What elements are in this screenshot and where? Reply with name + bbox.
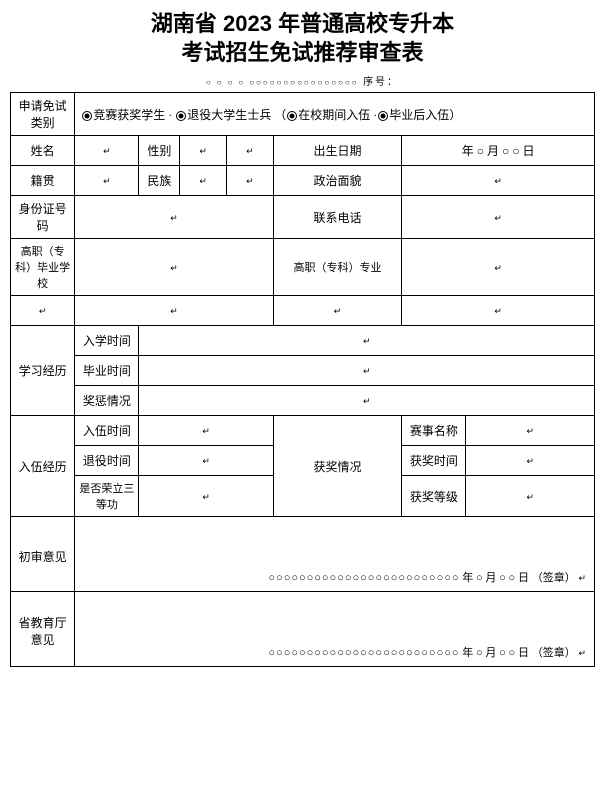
label-gender: 性别 bbox=[139, 136, 180, 166]
label-native: 籍贯 bbox=[11, 166, 75, 196]
opt-contest: 竞赛获奖学生 bbox=[93, 108, 165, 122]
label-firstreview: 初审意见 bbox=[11, 517, 75, 592]
val-school[interactable]: ↵ bbox=[75, 239, 274, 296]
val-native[interactable]: ↵ bbox=[75, 166, 139, 196]
label-grad: 毕业时间 bbox=[75, 356, 139, 386]
radio-contest-icon[interactable] bbox=[82, 111, 92, 121]
label-politics: 政治面貌 bbox=[273, 166, 401, 196]
val-firstreview[interactable]: ○○○○○○○○○○○○○○○○○○○○○○○○○ 年 ○ 月 ○ ○ 日 （签… bbox=[75, 517, 595, 592]
label-army: 入伍经历 bbox=[11, 416, 75, 517]
title-line2: 考试招生免试推荐审查表 bbox=[10, 39, 595, 68]
label-retire: 退役时间 bbox=[75, 446, 139, 476]
val-awardtime[interactable]: ↵ bbox=[466, 446, 595, 476]
form-title: 湖南省 2023 年普通高校专升本 考试招生免试推荐审查表 bbox=[10, 10, 595, 67]
val-major[interactable]: ↵ bbox=[402, 239, 595, 296]
label-contest: 赛事名称 bbox=[402, 416, 466, 446]
label-awardinfo: 获奖情况 bbox=[273, 416, 401, 517]
label-dob: 出生日期 bbox=[273, 136, 401, 166]
blank-b: ↵ bbox=[227, 166, 274, 196]
blank-c3: ↵ bbox=[273, 296, 401, 326]
label-school: 高职（专科）毕业学校 bbox=[11, 239, 75, 296]
label-major: 高职（专科）专业 bbox=[273, 239, 401, 296]
blank-c2: ↵ bbox=[75, 296, 274, 326]
serial-line: ○ ○ ○ ○ ○○○○○○○○○○○○○○○○ 序号： bbox=[10, 73, 595, 88]
val-enlist[interactable]: ↵ bbox=[139, 416, 273, 446]
val-province[interactable]: ○○○○○○○○○○○○○○○○○○○○○○○○○ 年 ○ 月 ○ ○ 日 （签… bbox=[75, 592, 595, 667]
serial-label: 序号： bbox=[363, 77, 399, 88]
label-idno: 身份证号码 bbox=[11, 196, 75, 239]
label-awardlevel: 获奖等级 bbox=[402, 476, 466, 517]
val-awardpunish[interactable]: ↵ bbox=[139, 386, 595, 416]
val-enroll[interactable]: ↵ bbox=[139, 326, 595, 356]
blank-c1: ↵ bbox=[11, 296, 75, 326]
val-merit[interactable]: ↵ bbox=[139, 476, 273, 517]
label-awardtime: 获奖时间 bbox=[402, 446, 466, 476]
val-ethnic[interactable]: ↵ bbox=[180, 166, 227, 196]
val-politics[interactable]: ↵ bbox=[402, 166, 595, 196]
dot-row: ○ ○ ○ ○ ○○○○○○○○○○○○○○○○ bbox=[206, 78, 359, 87]
label-ethnic: 民族 bbox=[139, 166, 180, 196]
val-name[interactable]: ↵ bbox=[75, 136, 139, 166]
label-enroll: 入学时间 bbox=[75, 326, 139, 356]
label-phone: 联系电话 bbox=[273, 196, 401, 239]
val-phone[interactable]: ↵ bbox=[402, 196, 595, 239]
opt-veteran: 退役大学生士兵 bbox=[187, 108, 271, 122]
label-name: 姓名 bbox=[11, 136, 75, 166]
radio-postgrad-icon[interactable] bbox=[378, 111, 388, 121]
title-line1: 湖南省 2023 年普通高校专升本 bbox=[10, 10, 595, 39]
cell-category-label: 申请免试类别 bbox=[11, 93, 75, 136]
label-study: 学习经历 bbox=[11, 326, 75, 416]
opt-inschool: 在校期间入伍 bbox=[298, 108, 370, 122]
val-awardlevel[interactable]: ↵ bbox=[466, 476, 595, 517]
val-gender[interactable]: ↵ bbox=[180, 136, 227, 166]
sig-date-1: 年 ○ 月 ○ ○ 日 （签章） bbox=[462, 572, 575, 584]
radio-inschool-icon[interactable] bbox=[287, 111, 297, 121]
dots-2: ○○○○○○○○○○○○○○○○○○○○○○○○○ bbox=[268, 647, 459, 659]
val-contest[interactable]: ↵ bbox=[466, 416, 595, 446]
main-form-table: 申请免试类别 竞赛获奖学生 · 退役大学生士兵 （在校期间入伍 ·毕业后入伍） … bbox=[10, 92, 595, 667]
val-retire[interactable]: ↵ bbox=[139, 446, 273, 476]
blank-c4: ↵ bbox=[402, 296, 595, 326]
val-grad[interactable]: ↵ bbox=[139, 356, 595, 386]
radio-veteran-icon[interactable] bbox=[176, 111, 186, 121]
cell-category-options: 竞赛获奖学生 · 退役大学生士兵 （在校期间入伍 ·毕业后入伍） bbox=[75, 93, 595, 136]
opt-postgrad: 毕业后入伍 bbox=[389, 108, 449, 122]
sig-date-2: 年 ○ 月 ○ ○ 日 （签章） bbox=[462, 647, 575, 659]
label-enlist: 入伍时间 bbox=[75, 416, 139, 446]
val-dob[interactable]: 年 ○ 月 ○ ○ 日 bbox=[402, 136, 595, 166]
label-awardpunish: 奖惩情况 bbox=[75, 386, 139, 416]
dots-1: ○○○○○○○○○○○○○○○○○○○○○○○○○ bbox=[268, 572, 459, 584]
label-province: 省教育厅意见 bbox=[11, 592, 75, 667]
label-merit: 是否荣立三等功 bbox=[75, 476, 139, 517]
blank-a: ↵ bbox=[227, 136, 274, 166]
val-idno[interactable]: ↵ bbox=[75, 196, 274, 239]
